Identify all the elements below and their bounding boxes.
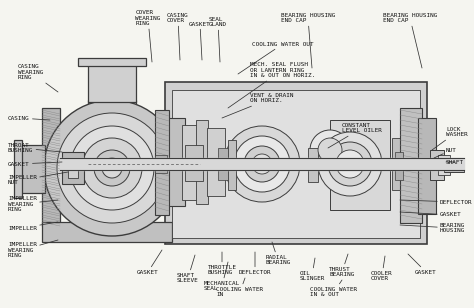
Text: GASKET: GASKET [8, 161, 62, 167]
Bar [88, 100, 136, 115]
Circle shape [318, 138, 342, 162]
Text: BEARING HOUSING
END CAP: BEARING HOUSING END CAP [281, 13, 335, 68]
Circle shape [336, 150, 364, 178]
Circle shape [57, 113, 167, 223]
Circle shape [252, 154, 272, 174]
Bar [182, 125, 197, 200]
Text: IMPELLER
WEARING
RING: IMPELLER WEARING RING [8, 240, 58, 258]
Bar [218, 148, 228, 180]
Text: SEAL
GLAND: SEAL GLAND [209, 17, 227, 62]
Text: THROTTLE
BUSHING: THROTTLE BUSHING [208, 252, 237, 275]
Bar [185, 145, 203, 181]
Text: THRUST
BEARING: THRUST BEARING [329, 254, 355, 278]
Circle shape [44, 100, 180, 236]
Bar [228, 140, 236, 190]
Text: RADIAL
BEARING: RADIAL BEARING [265, 242, 291, 265]
Text: SHAFT: SHAFT [446, 160, 464, 164]
Text: IMPELLER: IMPELLER [8, 222, 58, 230]
Text: COVER
WEARING
RING: COVER WEARING RING [135, 10, 161, 62]
Text: VENT & DRAIN
ON HORIZ.: VENT & DRAIN ON HORIZ. [222, 93, 293, 118]
Bar [444, 158, 464, 172]
Text: LOCK
WASHER: LOCK WASHER [432, 127, 468, 150]
Bar [207, 128, 225, 196]
Bar [395, 152, 403, 180]
Text: DEFLECTOR: DEFLECTOR [239, 252, 271, 274]
Circle shape [310, 130, 350, 170]
Circle shape [82, 138, 142, 198]
Circle shape [244, 146, 280, 182]
Text: GASKET: GASKET [189, 22, 211, 60]
Circle shape [234, 136, 290, 192]
Circle shape [102, 158, 122, 178]
Bar [78, 58, 146, 66]
Text: CASING
WEARING
RING: CASING WEARING RING [18, 64, 58, 92]
Circle shape [94, 150, 130, 186]
Circle shape [224, 126, 300, 202]
Bar [418, 118, 436, 214]
Text: GASKET: GASKET [408, 254, 437, 274]
Circle shape [70, 126, 154, 210]
Text: DEFLECTOR: DEFLECTOR [400, 200, 473, 205]
Bar [62, 152, 84, 184]
Text: COOLING WATER OUT: COOLING WATER OUT [238, 42, 314, 74]
Bar [14, 140, 22, 198]
Bar [155, 155, 167, 173]
Bar [165, 118, 185, 206]
Bar [20, 145, 45, 193]
Text: COOLING WATER
IN: COOLING WATER IN [217, 278, 264, 298]
Bar [430, 150, 444, 180]
Text: BEARING HOUSING
END CAP: BEARING HOUSING END CAP [383, 13, 437, 68]
Bar [42, 222, 172, 242]
Bar [165, 82, 427, 244]
Bar [42, 108, 60, 226]
Bar [308, 148, 318, 182]
Text: OIL
SLINGER: OIL SLINGER [299, 258, 325, 282]
Text: IMPELLER
WEARING
RING: IMPELLER WEARING RING [8, 196, 58, 212]
Text: COOLER
COVER: COOLER COVER [371, 256, 393, 282]
Bar [400, 108, 422, 223]
Circle shape [328, 142, 372, 186]
Text: NUT: NUT [434, 148, 457, 158]
Bar [68, 158, 78, 178]
Bar [196, 120, 208, 204]
Text: MECHANICAL
SEAL: MECHANICAL SEAL [204, 262, 240, 291]
Bar [392, 138, 400, 190]
Bar [438, 155, 450, 175]
Bar [172, 90, 420, 238]
Bar [330, 120, 390, 210]
Text: GASKET: GASKET [400, 212, 462, 217]
Text: GASKET: GASKET [137, 250, 162, 274]
Text: SHAFT
SLEEVE: SHAFT SLEEVE [177, 255, 199, 283]
Text: IMPELLER
NUT: IMPELLER NUT [8, 172, 68, 185]
Text: MECH. SEAL FLUSH
OR LANTERN RING
IN & OUT ON HORIZ.: MECH. SEAL FLUSH OR LANTERN RING IN & OU… [228, 62, 315, 108]
Bar [155, 110, 169, 215]
Bar [88, 62, 136, 102]
Text: CASING
COVER: CASING COVER [167, 13, 189, 60]
Circle shape [318, 132, 382, 196]
Text: THROAT
BUSHING: THROAT BUSHING [8, 143, 62, 153]
Text: COOLING WATER
IN & OUT: COOLING WATER IN & OUT [310, 280, 357, 298]
Text: BEARING
HOUSING: BEARING HOUSING [400, 223, 465, 233]
Text: CASING: CASING [8, 116, 50, 120]
Text: CONSTANT
LEVEL OILER: CONSTANT LEVEL OILER [328, 123, 382, 148]
